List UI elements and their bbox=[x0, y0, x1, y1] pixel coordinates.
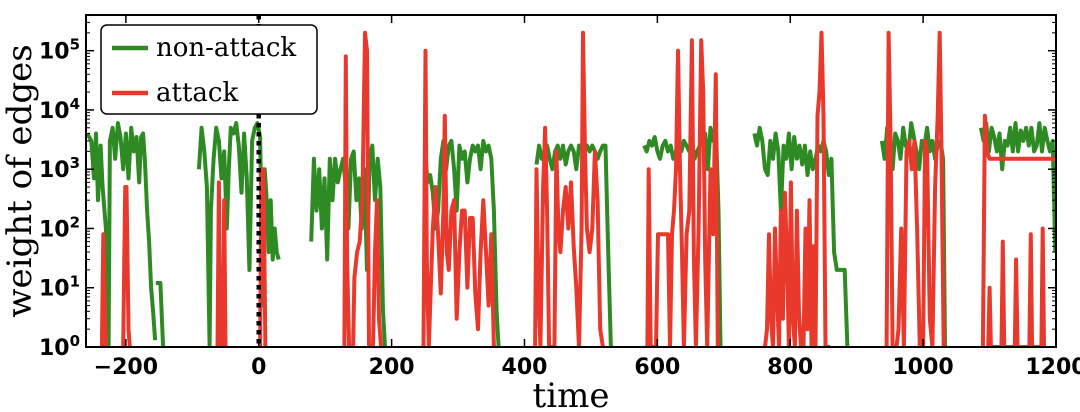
x-tick-label: 0 bbox=[251, 355, 266, 380]
series-layer bbox=[86, 30, 1056, 347]
series-attack-segment-9 bbox=[884, 30, 946, 347]
series-attack-segment-3 bbox=[258, 167, 268, 347]
series-attack-segment-1 bbox=[121, 185, 132, 347]
x-tick-label: 800 bbox=[767, 355, 813, 380]
x-tick-label: 400 bbox=[502, 355, 548, 380]
y-tick-label: 104 bbox=[39, 95, 80, 124]
y-tick-label: 105 bbox=[39, 36, 80, 65]
y-tick-label: 103 bbox=[39, 154, 80, 183]
series-attack-segment-11 bbox=[986, 226, 1046, 347]
series-attack-segment-0 bbox=[99, 232, 108, 347]
x-tick-label: −200 bbox=[94, 355, 158, 380]
legend-label-non-attack: non-attack bbox=[156, 33, 296, 63]
series-non-attack-segment-6 bbox=[642, 121, 723, 347]
x-axis-title: time bbox=[533, 376, 610, 412]
y-tick-label: 102 bbox=[39, 213, 80, 242]
x-tick-label: 600 bbox=[634, 355, 680, 380]
ticks-layer: −200 0 200 400 600 800 1000 1200 100 101 102 103 104… bbox=[39, 14, 1080, 380]
series-attack-segment-8 bbox=[763, 30, 831, 347]
series-non-attack-segment-9 bbox=[978, 121, 1056, 253]
x-tick-label: 200 bbox=[369, 355, 415, 380]
series-non-attack-segment-7 bbox=[752, 125, 850, 347]
y-tick-label: 101 bbox=[39, 273, 80, 302]
plot-frame bbox=[85, 14, 1057, 348]
series-non-attack-segment-0 bbox=[86, 121, 158, 347]
series-attack-segment-5 bbox=[421, 48, 496, 347]
x-tick-label: 1200 bbox=[1025, 355, 1080, 380]
series-attack-segment-10 bbox=[980, 113, 1056, 347]
series-non-attack-segment-2 bbox=[196, 121, 281, 347]
series-non-attack-segment-5 bbox=[534, 143, 613, 347]
y-axis-title: weight of edges bbox=[0, 44, 40, 317]
series-attack-segment-4 bbox=[342, 30, 383, 347]
series-attack-segment-7 bbox=[645, 38, 720, 347]
series-attack-segment-2 bbox=[215, 180, 228, 347]
legend: non-attack attack bbox=[100, 24, 318, 115]
legend-label-attack: attack bbox=[156, 78, 238, 108]
legend-box bbox=[100, 24, 318, 115]
series-non-attack-segment-1 bbox=[155, 281, 166, 347]
x-tick-label: 1000 bbox=[893, 355, 954, 380]
series-attack-segment-6 bbox=[533, 30, 605, 347]
y-tick-label: 100 bbox=[39, 332, 80, 361]
